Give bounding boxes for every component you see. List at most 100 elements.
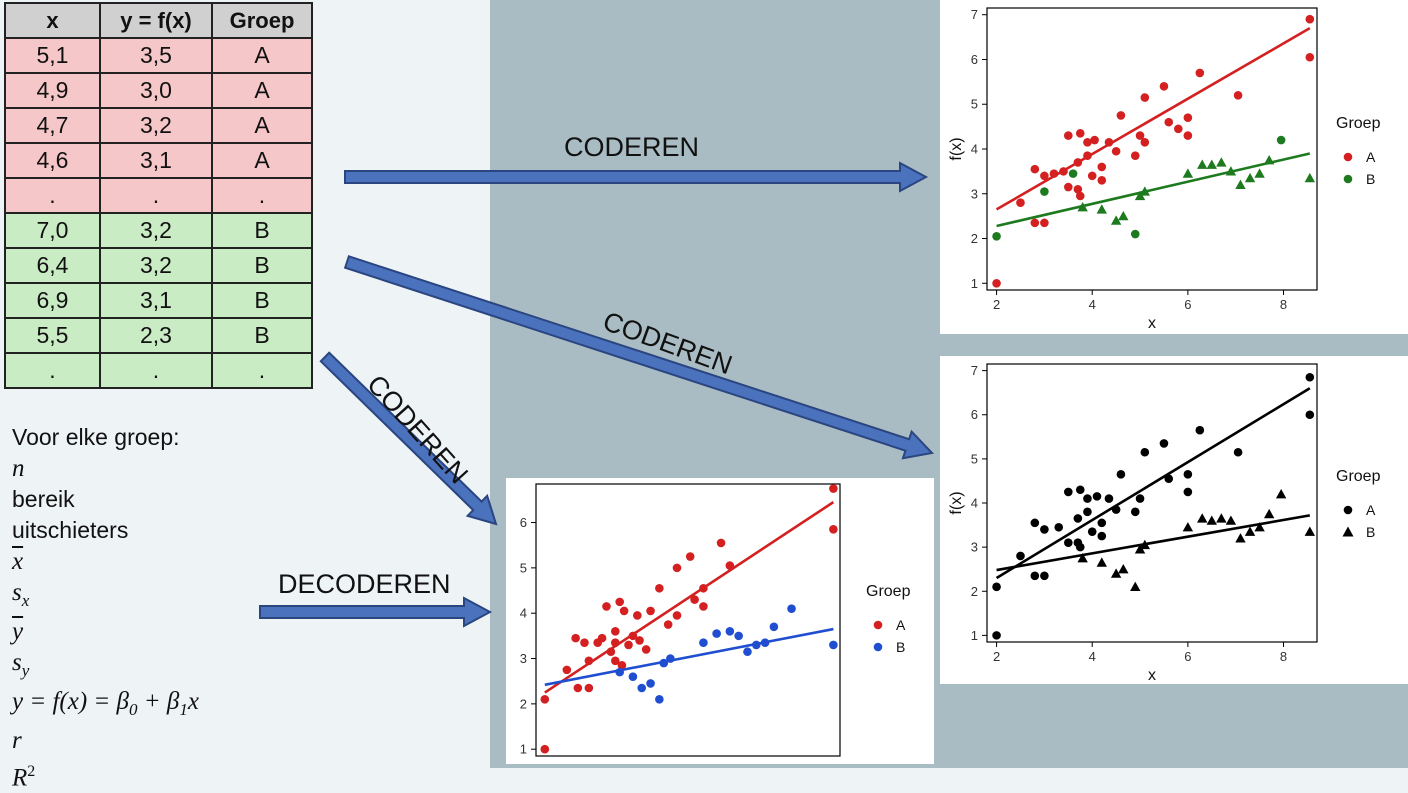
y-tick-label: 2: [971, 231, 978, 246]
y-tick-label: 5: [520, 560, 527, 575]
data-point: [1064, 131, 1073, 140]
y-tick-label: 7: [971, 363, 978, 378]
data-point: [672, 563, 682, 573]
table-cell: .: [99, 352, 213, 389]
data-point: [573, 683, 583, 693]
data-point: [1075, 542, 1085, 552]
arrows-layer: [259, 161, 935, 628]
data-point-triangle: [1110, 568, 1122, 578]
legend-label: A: [896, 617, 906, 633]
data-point: [1233, 90, 1243, 100]
statistics-list: Voor elke groep: n bereik uitschieters x…: [12, 422, 199, 793]
arrow-group: [259, 161, 935, 628]
data-point: [1059, 167, 1068, 176]
table-cell: A: [211, 142, 313, 179]
y-tick-label: 4: [971, 142, 978, 157]
chart-panel-mid-right: 1 2 3 4 5 6 7 2 4 6 8 x f(x) A B Groep: [940, 356, 1408, 684]
y-tick-label: 6: [971, 52, 978, 67]
table-cell: 7,0: [4, 212, 101, 249]
data-point: [992, 631, 1001, 640]
data-point-triangle: [1244, 172, 1256, 183]
data-point: [1135, 494, 1145, 503]
data-point: [1054, 522, 1064, 532]
legend-marker: [873, 620, 883, 630]
data-point-triangle: [1225, 515, 1237, 525]
data-point-triangle: [1118, 210, 1129, 221]
table-cell: 3,0: [99, 72, 213, 109]
x-tick-label: 8: [1280, 649, 1287, 664]
data-point: [615, 667, 625, 677]
data-point: [1130, 507, 1140, 517]
table-cell: .: [99, 177, 213, 214]
table-body: 5,1 3,5 A 4,9 3,0 A 4,7 3,2 A 4,6 3,1 A... 7,0 3,2 B 6,…: [4, 37, 313, 389]
data-point: [1030, 518, 1040, 528]
data-point: [1083, 151, 1092, 161]
data-point: [540, 744, 550, 754]
stat-range: bereik: [12, 486, 75, 512]
x-tick-label: 4: [1089, 297, 1096, 312]
plot-frame: [535, 483, 841, 757]
table-row: 6,9 3,1 B: [4, 282, 313, 319]
table-cell: 3,5: [99, 37, 213, 74]
stat-regression: y = f(x) = β0 + β1x: [12, 686, 199, 725]
chart-panel-bottom-center: 1 2 3 4 5 6 A B Groep: [506, 478, 934, 764]
legend-title: Groep: [866, 583, 911, 600]
data-point: [1040, 571, 1049, 581]
data-point: [1111, 146, 1121, 156]
data-point-triangle: [1197, 159, 1208, 169]
table-cell: 6,9: [4, 282, 101, 319]
table-row: 5,1 3,5 A: [4, 37, 313, 74]
legend-marker: [1343, 505, 1353, 515]
data-point: [1068, 169, 1078, 178]
arrow-label-top: CODEREN: [564, 132, 700, 162]
data-point: [1040, 171, 1049, 181]
regression-line-B: [996, 152, 1311, 228]
data-point: [699, 638, 708, 647]
legend-label: A: [1366, 149, 1376, 165]
data-point-triangle: [1096, 557, 1107, 567]
data-point: [1116, 111, 1126, 120]
legend-label: B: [1366, 524, 1375, 540]
data-point: [1140, 93, 1150, 102]
data-point-triangle: [1235, 179, 1246, 189]
data-point: [628, 631, 638, 641]
stat-sx: sx: [12, 577, 199, 616]
table-row: 4,9 3,0 A: [4, 72, 313, 109]
data-point: [743, 647, 752, 657]
table-cell: A: [211, 107, 313, 144]
table-cell: 3,1: [99, 142, 213, 179]
data-point: [619, 606, 629, 616]
table-cell: .: [4, 177, 101, 214]
data-table: x y = f(x) Groep 5,1 3,5 A 4,9 3,0 A 4,7 3,2 A 4,…: [4, 2, 313, 389]
data-point: [562, 665, 572, 675]
x-tick-label: 8: [1280, 297, 1287, 312]
stat-outliers: uitschieters: [12, 517, 129, 543]
data-point: [1305, 410, 1315, 420]
table-row: 5,5 2,3 B: [4, 317, 313, 354]
data-point-triangle: [1275, 488, 1287, 499]
data-point: [637, 683, 647, 693]
data-point: [1174, 124, 1183, 134]
data-point: [1130, 151, 1140, 161]
statistics-heading: Voor elke groep:: [12, 424, 180, 450]
data-point: [829, 525, 838, 534]
data-point: [663, 620, 673, 629]
data-point: [1064, 182, 1073, 192]
data-point: [1164, 117, 1174, 127]
data-point-triangle: [1182, 522, 1194, 532]
table-cell: 6,4: [4, 247, 101, 284]
data-point: [751, 640, 761, 650]
data-point: [992, 582, 1001, 592]
data-point: [1159, 82, 1169, 91]
data-point: [1183, 470, 1193, 479]
regression-line-A: [995, 27, 1311, 211]
table-cell: 4,7: [4, 107, 101, 144]
data-point-triangle: [1254, 168, 1265, 178]
table-cell: 3,2: [99, 247, 213, 284]
data-point: [1305, 372, 1315, 382]
data-point: [760, 638, 770, 647]
data-point: [1083, 494, 1092, 503]
legend-marker: [1343, 174, 1353, 184]
data-point-triangle: [1139, 539, 1151, 550]
y-tick-label: 1: [971, 628, 978, 643]
